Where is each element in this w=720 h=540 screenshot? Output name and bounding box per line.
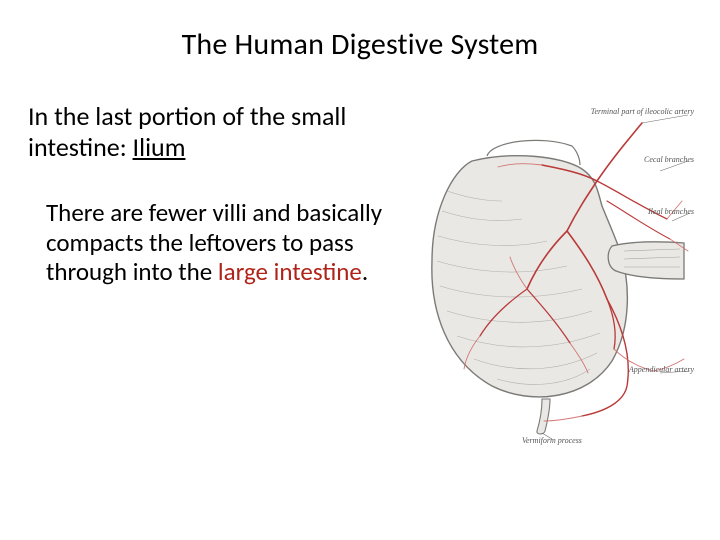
anat-label-r1: Cecal branches bbox=[644, 155, 694, 164]
intro-paragraph: In the last portion of the small intesti… bbox=[28, 101, 386, 162]
body-highlight: large intestine bbox=[218, 256, 362, 287]
anat-label-r2: Ileal branches bbox=[648, 207, 694, 216]
slide: The Human Digestive System In the last p… bbox=[0, 0, 720, 540]
intro-prefix: In the last portion of the small intesti… bbox=[28, 100, 346, 163]
body-paragraph: There are fewer villi and basically comp… bbox=[28, 198, 386, 287]
anat-label-br: Appendicular artery bbox=[629, 365, 694, 374]
anat-label-top: Terminal part of ileocolic artery bbox=[591, 107, 694, 116]
cecum-icon bbox=[392, 101, 692, 441]
slide-title: The Human Digestive System bbox=[28, 26, 692, 63]
content-row: In the last portion of the small intesti… bbox=[28, 101, 692, 441]
anatomy-illustration: Terminal part of ileocolic artery Cecal … bbox=[392, 101, 692, 441]
anat-label-bottom: Vermiform process bbox=[522, 436, 582, 445]
text-column: In the last portion of the small intesti… bbox=[28, 101, 386, 287]
body-suffix: . bbox=[362, 256, 368, 287]
intro-keyword: Ilium bbox=[133, 131, 186, 163]
